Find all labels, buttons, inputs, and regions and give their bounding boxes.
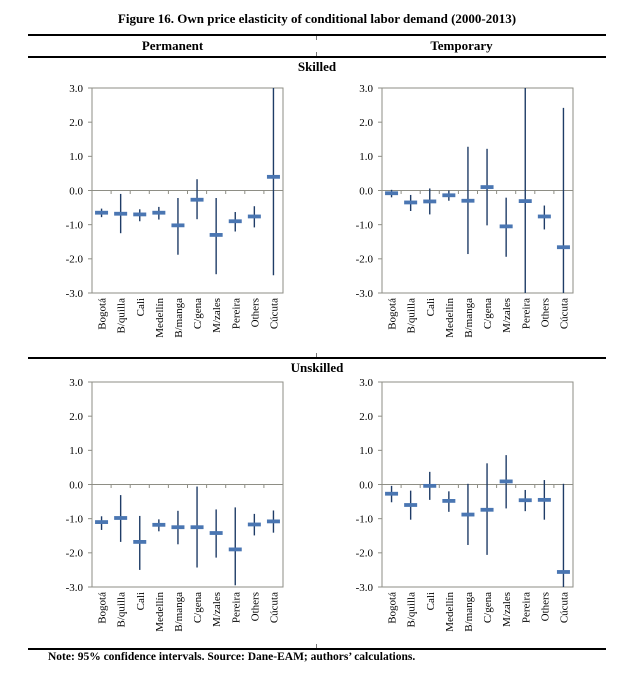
svg-text:-3.0: -3.0 [66, 288, 84, 300]
x-axis-label: Cali [425, 592, 437, 610]
x-axis-label: Pereira [230, 592, 242, 623]
x-axis-label: C/gena [192, 298, 204, 329]
chart-permanent-skilled: 3.0 2.0 1.0 0.0 -1.0 -2.0 -3.0 Bogotá B/quilla Ca… [66, 83, 284, 338]
x-axis-label: B/manga [463, 298, 475, 338]
x-axis-label: B/manga [173, 298, 185, 338]
svg-text:3.0: 3.0 [359, 377, 373, 389]
svg-text:2.0: 2.0 [69, 411, 83, 423]
chart-temporary-skilled: 3.0 2.0 1.0 0.0 -1.0 -2.0 -3.0 Bogotá B/quilla Ca… [356, 83, 574, 338]
column-header-permanent: Permanent [141, 38, 204, 53]
figure-title: Figure 16. Own price elasticity of condi… [117, 11, 517, 26]
svg-text:-1.0: -1.0 [356, 513, 374, 525]
row-header-skilled: Skilled [297, 59, 337, 74]
x-axis-label: B/quilla [406, 592, 418, 628]
svg-text:-1.0: -1.0 [66, 513, 84, 525]
svg-text:0.0: 0.0 [359, 479, 373, 491]
x-axis-label: Bogotá [387, 592, 399, 624]
x-axis-label: B/quilla [406, 298, 418, 334]
x-axis-label: Others [249, 592, 261, 621]
svg-text:-2.0: -2.0 [66, 254, 84, 266]
svg-text:-3.0: -3.0 [66, 582, 84, 594]
x-axis-label: M/zales [211, 298, 223, 333]
svg-text:3.0: 3.0 [359, 83, 373, 95]
x-axis-label: B/manga [463, 592, 475, 632]
figure-note: Note: 95% confidence intervals. Source: … [48, 651, 416, 663]
x-axis-label: C/gena [482, 592, 494, 623]
header-divider-tick [316, 52, 317, 56]
x-axis-label: Others [539, 298, 551, 327]
x-axis-label: Pereira [520, 592, 532, 623]
x-axis-label: M/zales [501, 298, 513, 333]
x-axis-label: B/manga [173, 592, 185, 632]
column-header-temporary: Temporary [430, 38, 493, 53]
svg-text:0.0: 0.0 [69, 479, 83, 491]
svg-text:-2.0: -2.0 [356, 254, 374, 266]
x-axis-label: Cúcuta [268, 592, 280, 623]
x-axis-label: Cúcuta [268, 298, 280, 329]
x-axis-label: M/zales [211, 592, 223, 627]
x-axis-label: C/gena [192, 592, 204, 623]
svg-text:3.0: 3.0 [69, 377, 83, 389]
svg-text:2.0: 2.0 [359, 117, 373, 129]
svg-text:0.0: 0.0 [69, 185, 83, 197]
svg-text:-3.0: -3.0 [356, 288, 374, 300]
x-axis-label: Others [249, 298, 261, 327]
x-axis-label: C/gena [482, 298, 494, 329]
svg-text:3.0: 3.0 [69, 83, 83, 95]
x-axis-label: B/quilla [116, 592, 128, 628]
svg-text:2.0: 2.0 [69, 117, 83, 129]
middle-divider-tick [316, 353, 317, 357]
svg-text:2.0: 2.0 [359, 411, 373, 423]
x-axis-label: Pereira [520, 298, 532, 329]
bottom-divider-tick [316, 644, 317, 648]
svg-text:1.0: 1.0 [359, 445, 373, 457]
row-header-unskilled: Unskilled [290, 360, 344, 375]
divider-bottom [28, 648, 606, 650]
svg-text:-1.0: -1.0 [356, 219, 374, 231]
x-axis-label: Medellín [444, 298, 456, 338]
svg-text:-2.0: -2.0 [356, 548, 374, 560]
x-axis-label: Medellín [154, 592, 166, 632]
svg-text:-1.0: -1.0 [66, 219, 84, 231]
x-axis-label: Cali [425, 298, 437, 316]
x-axis-label: Cúcuta [558, 298, 570, 329]
svg-text:-2.0: -2.0 [66, 548, 84, 560]
x-axis-label: Bogotá [387, 298, 399, 330]
x-axis-label: M/zales [501, 592, 513, 627]
x-axis-label: Pereira [230, 298, 242, 329]
x-axis-label: Others [539, 592, 551, 621]
svg-text:1.0: 1.0 [359, 151, 373, 163]
x-axis-label: Cúcuta [558, 592, 570, 623]
chart-permanent-unskilled: 3.0 2.0 1.0 0.0 -1.0 -2.0 -3.0 Bogotá B/quilla Ca… [66, 377, 284, 632]
x-axis-label: Medellín [154, 298, 166, 338]
divider-middle [28, 357, 606, 359]
x-axis-label: Medellín [444, 592, 456, 632]
x-axis-label: Bogotá [97, 592, 109, 624]
x-axis-label: B/quilla [116, 298, 128, 334]
x-axis-label: Cali [135, 298, 147, 316]
chart-temporary-unskilled: 3.0 2.0 1.0 0.0 -1.0 -2.0 -3.0 Bogotá B/quilla Ca… [356, 377, 574, 632]
x-axis-label: Cali [135, 592, 147, 610]
header-divider-tick [316, 36, 317, 40]
divider-header [28, 56, 606, 58]
svg-text:1.0: 1.0 [69, 445, 83, 457]
svg-text:-3.0: -3.0 [356, 582, 374, 594]
x-axis-label: Bogotá [97, 298, 109, 330]
svg-text:0.0: 0.0 [359, 185, 373, 197]
svg-text:1.0: 1.0 [69, 151, 83, 163]
divider-top [28, 34, 606, 36]
